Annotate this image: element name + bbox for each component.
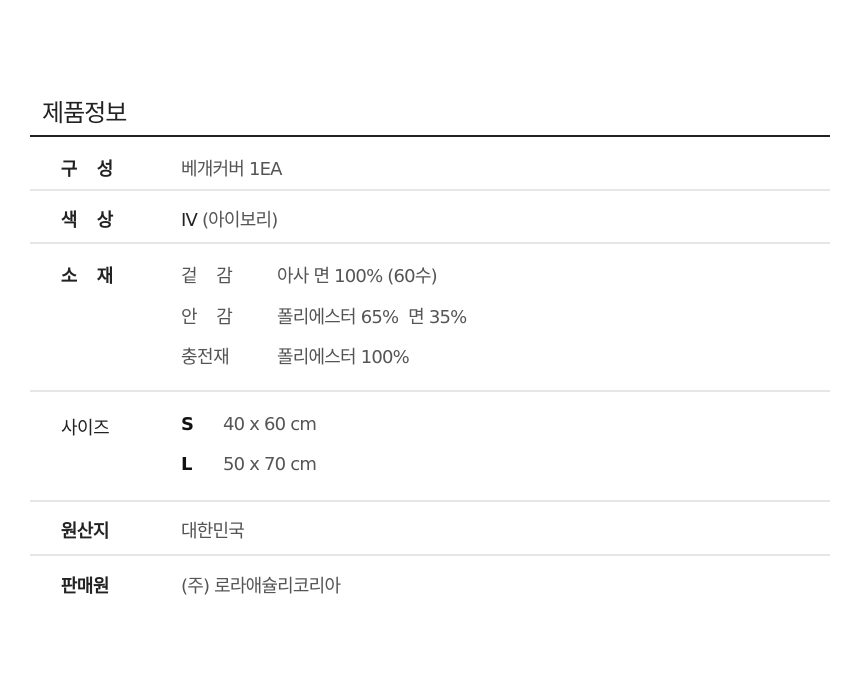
material-filling-label: 충전재 [181,347,230,368]
material-label: 소 재 [61,266,113,287]
color-label: 색 상 [61,210,113,231]
color-code: IV [181,210,198,231]
material-lining-label: 안 감 [181,307,233,328]
material-filling-value: 폴리에스터 100% [277,347,410,368]
title-divider [30,135,830,137]
section-title: 제품정보 [42,99,127,127]
size-l-value: 50 x 70 cm [223,454,317,475]
seller-value: (주) 로라애슐리코리아 [181,576,341,597]
size-label: 사이즈 [61,418,110,439]
composition-value: 베개커버 1EA [181,159,283,180]
row-divider [30,554,830,556]
color-value: IV (아이보리) [181,206,278,232]
row-divider [30,500,830,502]
color-name: (아이보리) [201,210,278,231]
size-l-label: L [181,454,193,475]
origin-label: 원산지 [61,521,110,542]
size-s-label: S [181,414,194,435]
material-outer-value: 아사 면 100% (60수) [277,266,438,287]
seller-label: 판매원 [61,576,110,597]
row-divider [30,242,830,244]
origin-value: 대한민국 [181,521,245,542]
row-divider [30,390,830,392]
row-divider [30,189,830,191]
composition-label: 구 성 [61,159,113,180]
material-lining-value: 폴리에스터 65% 면 35% [277,307,467,328]
size-s-value: 40 x 60 cm [223,414,317,435]
material-outer-label: 겉 감 [181,266,233,287]
